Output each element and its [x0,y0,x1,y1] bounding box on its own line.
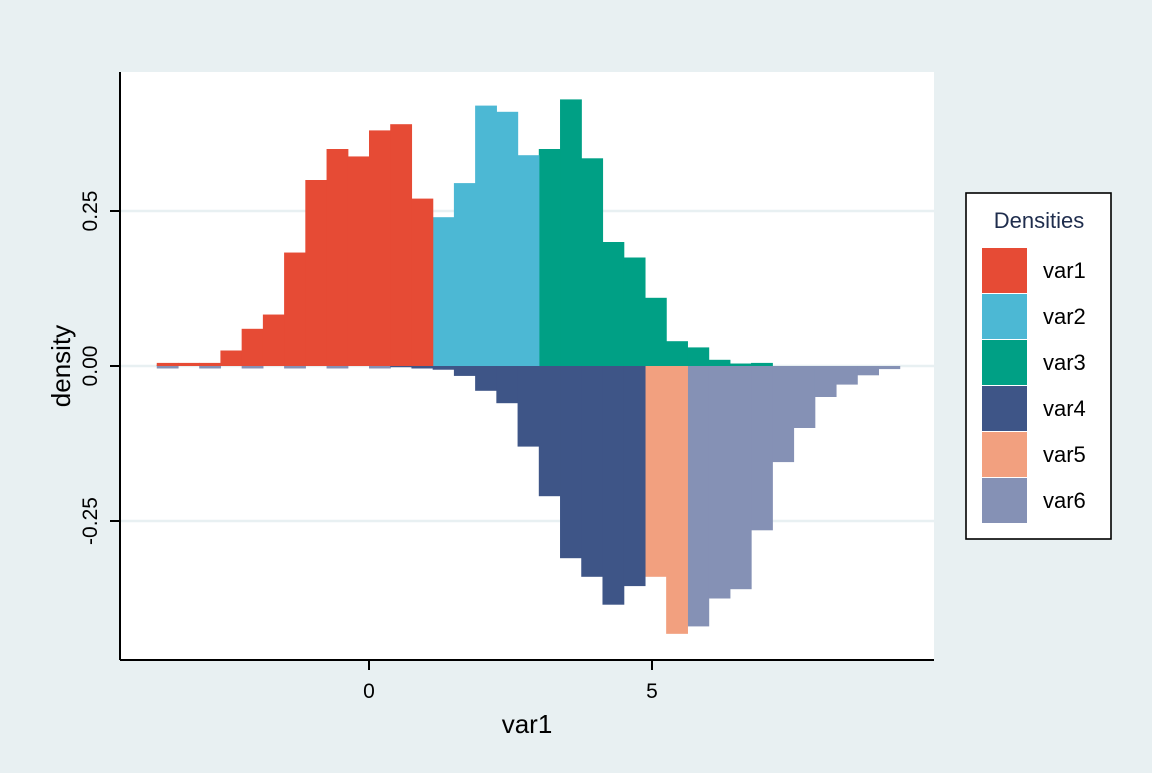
legend-swatch-var2 [982,294,1027,339]
bar-var3-21 [708,359,731,366]
bars [156,99,901,634]
legend-label-var1: var1 [1043,258,1086,283]
bar-var2-9 [475,105,497,366]
bar-var5-11 [666,366,688,634]
legend-label-var3: var3 [1043,350,1086,375]
bar-var6-19 [729,366,752,590]
bar-var5-10 [644,366,667,577]
y-tick-label-2: -0.25 [79,497,102,545]
legend-swatch-var6 [982,478,1027,523]
bar-var2-10 [496,111,519,366]
bar-var6-4 [326,366,349,369]
bar-var1-2 [199,362,222,366]
bar-var2-8 [453,183,476,366]
legend-swatch-var4 [982,386,1027,431]
bar-var6-22 [793,366,816,428]
bar-var4-6 [517,366,540,447]
bar-var4-8 [560,366,582,559]
legend-swatch-var1 [982,248,1027,293]
bar-var6-21 [772,366,795,463]
legend-label-var5: var5 [1043,442,1086,467]
bar-var4-5 [496,366,519,404]
y-axis-label: density [46,325,76,407]
bar-var6-20 [751,366,773,531]
bar-var1-4 [241,328,264,366]
bar-var1-12 [411,198,434,366]
x-axis-label: var1 [502,709,553,739]
bar-var6-3 [284,366,306,369]
bar-var3-13 [538,149,561,366]
bar-var3-23 [751,362,773,366]
y-tick-label-1: 0.00 [79,346,102,387]
bar-var1-7 [305,180,328,366]
bar-var3-22 [729,363,752,366]
bar-var6-26 [878,366,901,370]
x-tick-label-0: 0 [363,680,375,703]
legend: Densities var1 var2 var3 var4 var5 var6 [965,192,1112,540]
bar-var6-0 [156,366,179,369]
bar-var4-4 [475,366,497,391]
x-tick-label-1: 5 [646,680,658,703]
bar-var4-10 [602,366,625,605]
bar-var3-15 [581,158,604,366]
bar-var1-3 [220,350,243,366]
legend-swatch-var5 [982,432,1027,477]
bar-var3-14 [560,99,582,367]
bar-var6-25 [857,366,879,376]
bar-var3-19 [666,341,688,366]
bar-var1-0 [156,362,179,366]
bar-var6-5 [369,366,391,369]
bar-var4-3 [453,366,476,376]
bar-var2-11 [517,155,540,366]
bar-var4-2 [432,366,455,370]
bar-var1-11 [390,124,413,366]
bar-var4-0 [390,366,413,368]
legend-label-var6: var6 [1043,488,1086,513]
bar-var4-1 [411,366,434,369]
series-var1 [156,124,434,366]
bar-var6-2 [241,366,264,369]
bar-var1-6 [284,252,306,366]
bar-var4-11 [623,366,646,587]
legend-label-var4: var4 [1043,396,1086,421]
legend-label-var2: var2 [1043,304,1086,329]
bar-var6-1 [199,366,222,369]
bar-var1-5 [262,314,285,366]
bar-var1-1 [177,362,200,366]
bar-var3-20 [687,347,710,366]
bar-var1-8 [326,149,349,366]
bar-var6-24 [835,366,858,385]
bar-var6-17 [687,366,710,627]
bar-var1-10 [369,130,391,366]
bar-var4-7 [538,366,561,497]
bar-var3-17 [623,257,646,366]
bar-var2-7 [432,217,455,366]
bar-var3-16 [602,242,625,366]
y-tick-label-0: 0.25 [79,191,102,232]
legend-swatch-var3 [982,340,1027,385]
bar-var4-9 [581,366,604,577]
axes: 0.25 0.00 -0.25 0 5 [79,72,934,703]
bar-var6-18 [708,366,731,599]
series-var4 [390,366,646,605]
bar-var6-23 [814,366,837,397]
legend-title: Densities [994,208,1084,233]
bar-var1-9 [347,156,370,366]
bar-var3-18 [644,297,667,366]
legend-items: var1 var2 var3 var4 var5 var6 [982,248,1086,523]
